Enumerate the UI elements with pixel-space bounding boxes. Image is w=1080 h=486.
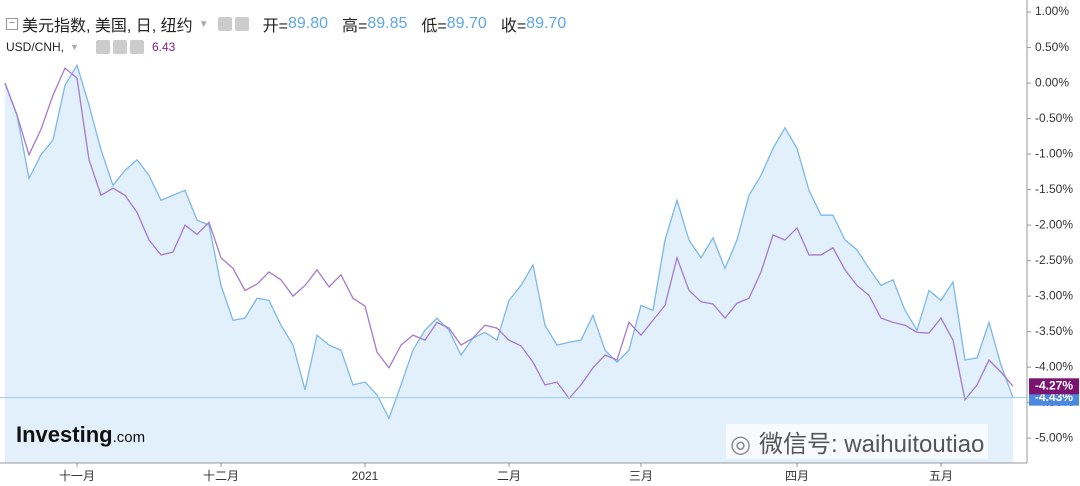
collapse-icon[interactable]: − (6, 18, 18, 30)
series-value: 6.43 (151, 40, 176, 54)
value-badge (1029, 378, 1079, 395)
y-tick-label: 1.00% (1035, 4, 1069, 18)
x-tick-label: 十二月 (203, 469, 239, 483)
value-label: -4.27% (1035, 378, 1073, 392)
close-icon[interactable] (129, 40, 144, 54)
ohlc-label: 收= (500, 18, 527, 35)
watermark-text: 微信号: waihuitoutiao (758, 431, 985, 458)
ohlc-value: 89.70 (526, 15, 567, 32)
eye-icon[interactable] (95, 40, 110, 54)
time-axis-bg (0, 464, 1027, 486)
y-tick-label: 0.00% (1035, 75, 1069, 89)
y-tick-label: -2.50% (1035, 253, 1073, 267)
y-tick-label: -5.00% (1035, 430, 1073, 444)
x-tick-label: 三月 (629, 469, 653, 483)
header-row-2: USD/CNH, ▼ 6.43 (6, 40, 175, 54)
logo-text: Investing (16, 422, 113, 447)
y-tick-label: 0.50% (1035, 40, 1069, 54)
logo-suffix: .com (112, 429, 146, 446)
watermark: ◎ 微信号: waihuitoutiao (726, 424, 989, 459)
eye-icon[interactable] (217, 17, 232, 31)
y-tick-label: -1.50% (1035, 182, 1073, 196)
x-tick-label: 四月 (785, 469, 809, 483)
ohlc-value: 89.85 (367, 15, 408, 32)
ohlc-label: 低= (421, 18, 447, 35)
ohlc-value: 89.70 (446, 15, 487, 32)
dropdown-icon[interactable]: ▼ (198, 18, 209, 30)
series-line (4, 63, 1014, 420)
y-tick-label: -2.00% (1035, 217, 1073, 231)
logo: Investing.com (16, 422, 145, 448)
ohlc-value: 89.80 (287, 15, 328, 32)
x-tick-label: 2021 (352, 469, 379, 483)
dropdown-icon[interactable]: ▼ (70, 42, 79, 52)
y-tick-label: -3.00% (1035, 288, 1073, 302)
y-tick-label: -3.50% (1035, 324, 1073, 338)
y-tick-label: -1.00% (1035, 146, 1073, 160)
ohlc-label: 高= (342, 18, 368, 35)
wechat-icon: ◎ (730, 431, 751, 458)
x-tick-label: 二月 (497, 469, 521, 483)
x-tick-label: 五月 (929, 469, 953, 483)
series-line (4, 67, 1014, 402)
header-row-1: − 美元指数, 美国, 日, 纽约 ▼ 开= 89.80 高= 89.85 低= 89… (6, 12, 580, 36)
area-fill (5, 65, 1013, 463)
x-tick-label: 十一月 (59, 469, 95, 483)
y-tick-label: -4.00% (1035, 359, 1073, 373)
series-name: 美元指数, 美国, 日, 纽约 (22, 18, 193, 35)
settings-icon[interactable] (112, 40, 127, 54)
ohlc-label: 开= (262, 18, 288, 35)
series-name: USD/CNH, (6, 40, 65, 54)
y-tick-label: -0.50% (1035, 111, 1073, 125)
settings-icon[interactable] (234, 17, 249, 31)
